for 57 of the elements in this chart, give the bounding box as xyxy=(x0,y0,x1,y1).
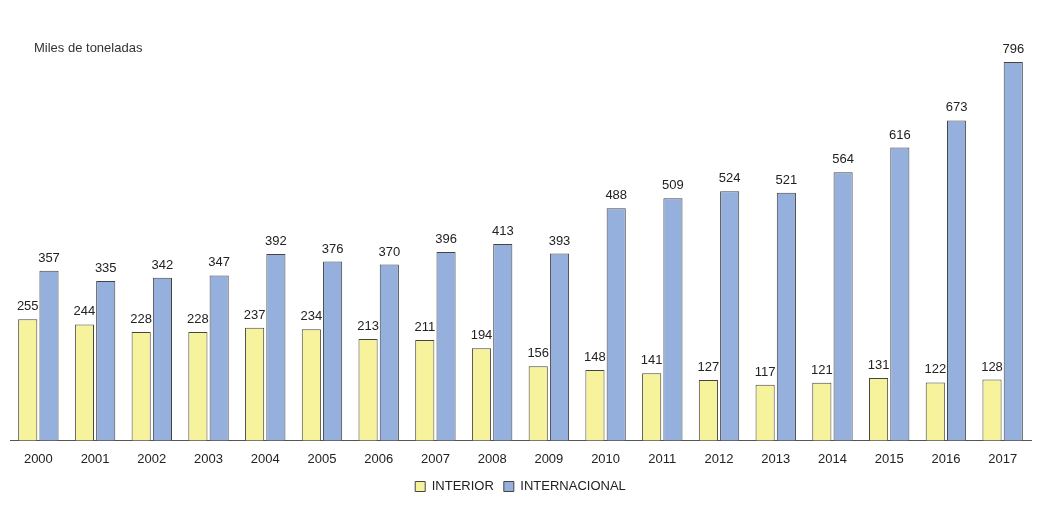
data-label: 488 xyxy=(605,187,628,203)
x-tick-label: 2002 xyxy=(137,450,167,466)
data-label: 796 xyxy=(1002,40,1025,56)
x-tick-label: 2008 xyxy=(477,450,507,466)
data-label: 564 xyxy=(832,151,854,167)
data-label: 122 xyxy=(924,361,947,377)
legend-label: INTERNACIONAL xyxy=(520,478,626,494)
data-label: 370 xyxy=(378,243,401,259)
x-tick-label: 2006 xyxy=(364,450,394,466)
data-label: 342 xyxy=(151,256,174,272)
x-tick-label: 2016 xyxy=(931,450,961,466)
data-label: 228 xyxy=(130,311,153,327)
data-label: 128 xyxy=(981,358,1003,374)
x-tick-label: 2004 xyxy=(250,450,280,466)
data-label: 234 xyxy=(300,308,323,324)
data-label: 237 xyxy=(243,306,266,322)
x-tick-label: 2010 xyxy=(591,450,621,466)
data-label: 509 xyxy=(662,177,684,193)
data-label: 131 xyxy=(867,357,890,373)
data-label: 396 xyxy=(435,231,457,247)
data-label: 673 xyxy=(945,99,968,115)
data-label: 148 xyxy=(584,349,606,365)
data-label: 121 xyxy=(810,361,833,377)
data-label: 524 xyxy=(718,170,741,186)
x-tick-label: 2009 xyxy=(534,450,564,466)
x-tick-label: 2011 xyxy=(648,450,677,466)
x-tick-label: 2005 xyxy=(307,450,337,466)
x-tick-label: 2013 xyxy=(761,450,791,466)
data-label: 616 xyxy=(888,126,911,142)
x-tick-label: 2015 xyxy=(874,450,904,466)
data-label: 141 xyxy=(640,352,663,368)
data-label: 194 xyxy=(470,327,493,343)
data-label: 127 xyxy=(697,359,720,375)
x-tick-label: 2014 xyxy=(818,450,847,466)
data-label: 244 xyxy=(73,303,96,319)
data-label: 213 xyxy=(357,318,379,334)
data-label: 211 xyxy=(414,319,436,335)
data-label: 521 xyxy=(775,171,798,187)
data-label: 156 xyxy=(527,345,550,361)
x-tick-label: 2001 xyxy=(80,450,110,466)
x-tick-label: 2012 xyxy=(704,450,734,466)
y-axis-title: Miles de toneladas xyxy=(34,40,143,55)
x-tick-label: 2000 xyxy=(23,450,53,466)
data-label: 228 xyxy=(187,311,209,327)
data-label: 255 xyxy=(16,298,39,314)
x-tick-label: 2007 xyxy=(420,450,450,466)
data-label: 335 xyxy=(94,260,117,276)
data-label: 413 xyxy=(491,223,514,239)
data-label: 393 xyxy=(548,232,571,248)
data-label: 347 xyxy=(208,254,231,270)
data-label: 117 xyxy=(754,363,776,379)
x-tick-label: 2003 xyxy=(194,450,223,466)
data-label: 357 xyxy=(38,249,60,265)
legend-label: INTERIOR xyxy=(431,478,494,494)
data-label: 392 xyxy=(265,233,287,249)
x-tick-label: 2017 xyxy=(988,450,1018,466)
data-label: 376 xyxy=(321,240,344,256)
